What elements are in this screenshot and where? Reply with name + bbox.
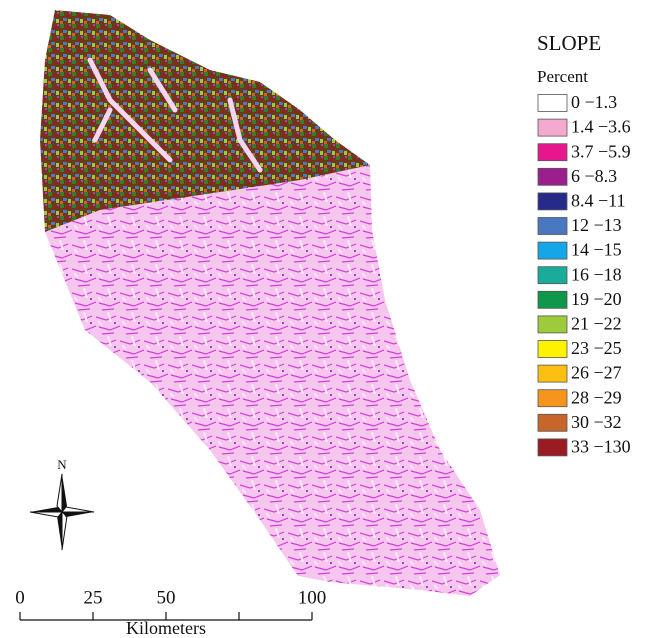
legend-label: 16 −18	[571, 264, 622, 284]
legend-swatch	[537, 94, 568, 112]
legend-label: 26 −27	[571, 363, 622, 383]
legend-swatch	[537, 241, 568, 260]
north-label: N	[57, 457, 67, 472]
legend-label: 6 −8.3	[571, 166, 617, 186]
scale-tick-label: 50	[157, 587, 176, 608]
legend-swatch	[537, 413, 568, 432]
legend-swatch	[537, 167, 568, 186]
legend-swatch	[537, 438, 568, 457]
legend-items: 0 −1.3 1.4 −3.6 3.7 −5.9 6 −8.3 8.4 −11 12 −1…	[537, 92, 631, 457]
scale-tick-label: 100	[298, 587, 327, 608]
basin-north	[40, 10, 370, 232]
legend-label: 14 −15	[571, 240, 622, 260]
legend-label: 8.4 −11	[571, 191, 625, 211]
basin-south	[45, 165, 500, 596]
legend-label: 21 −22	[571, 314, 622, 334]
scale-tick-label: 25	[84, 587, 103, 608]
legend-swatch	[537, 290, 568, 309]
legend-label: 33 −130	[571, 437, 631, 457]
legend-swatch	[537, 192, 568, 211]
legend-label: 0 −1.3	[571, 92, 617, 112]
legend-label: 12 −13	[571, 215, 622, 235]
legend-swatch	[537, 266, 568, 285]
legend-subtitle: Percent	[537, 67, 588, 86]
valleys	[87, 57, 263, 173]
legend-swatch	[537, 340, 568, 358]
legend-label: 23 −25	[571, 338, 622, 358]
scale-bar: Kilometers 0 25 50 100	[15, 587, 326, 638]
legend: SLOPE Percent 0 −1.3 1.4 −3.6 3.7 −5.9 6 −8…	[537, 31, 631, 457]
scale-unit: Kilometers	[126, 618, 206, 638]
basin	[40, 10, 500, 596]
legend-swatch	[537, 364, 568, 383]
legend-swatch	[537, 217, 568, 235]
legend-swatch	[537, 118, 568, 137]
legend-label: 1.4 −3.6	[571, 117, 631, 137]
legend-label: 3.7 −5.9	[571, 141, 631, 161]
legend-swatch	[537, 315, 568, 334]
legend-label: 19 −20	[571, 289, 622, 309]
north-arrow: N	[29, 457, 95, 551]
legend-label: 28 −29	[571, 387, 622, 407]
legend-label: 30 −32	[571, 412, 622, 432]
legend-swatch	[537, 389, 568, 408]
scale-tick-label: 0	[15, 587, 25, 608]
legend-title: SLOPE	[537, 31, 601, 55]
legend-swatch	[537, 143, 568, 162]
